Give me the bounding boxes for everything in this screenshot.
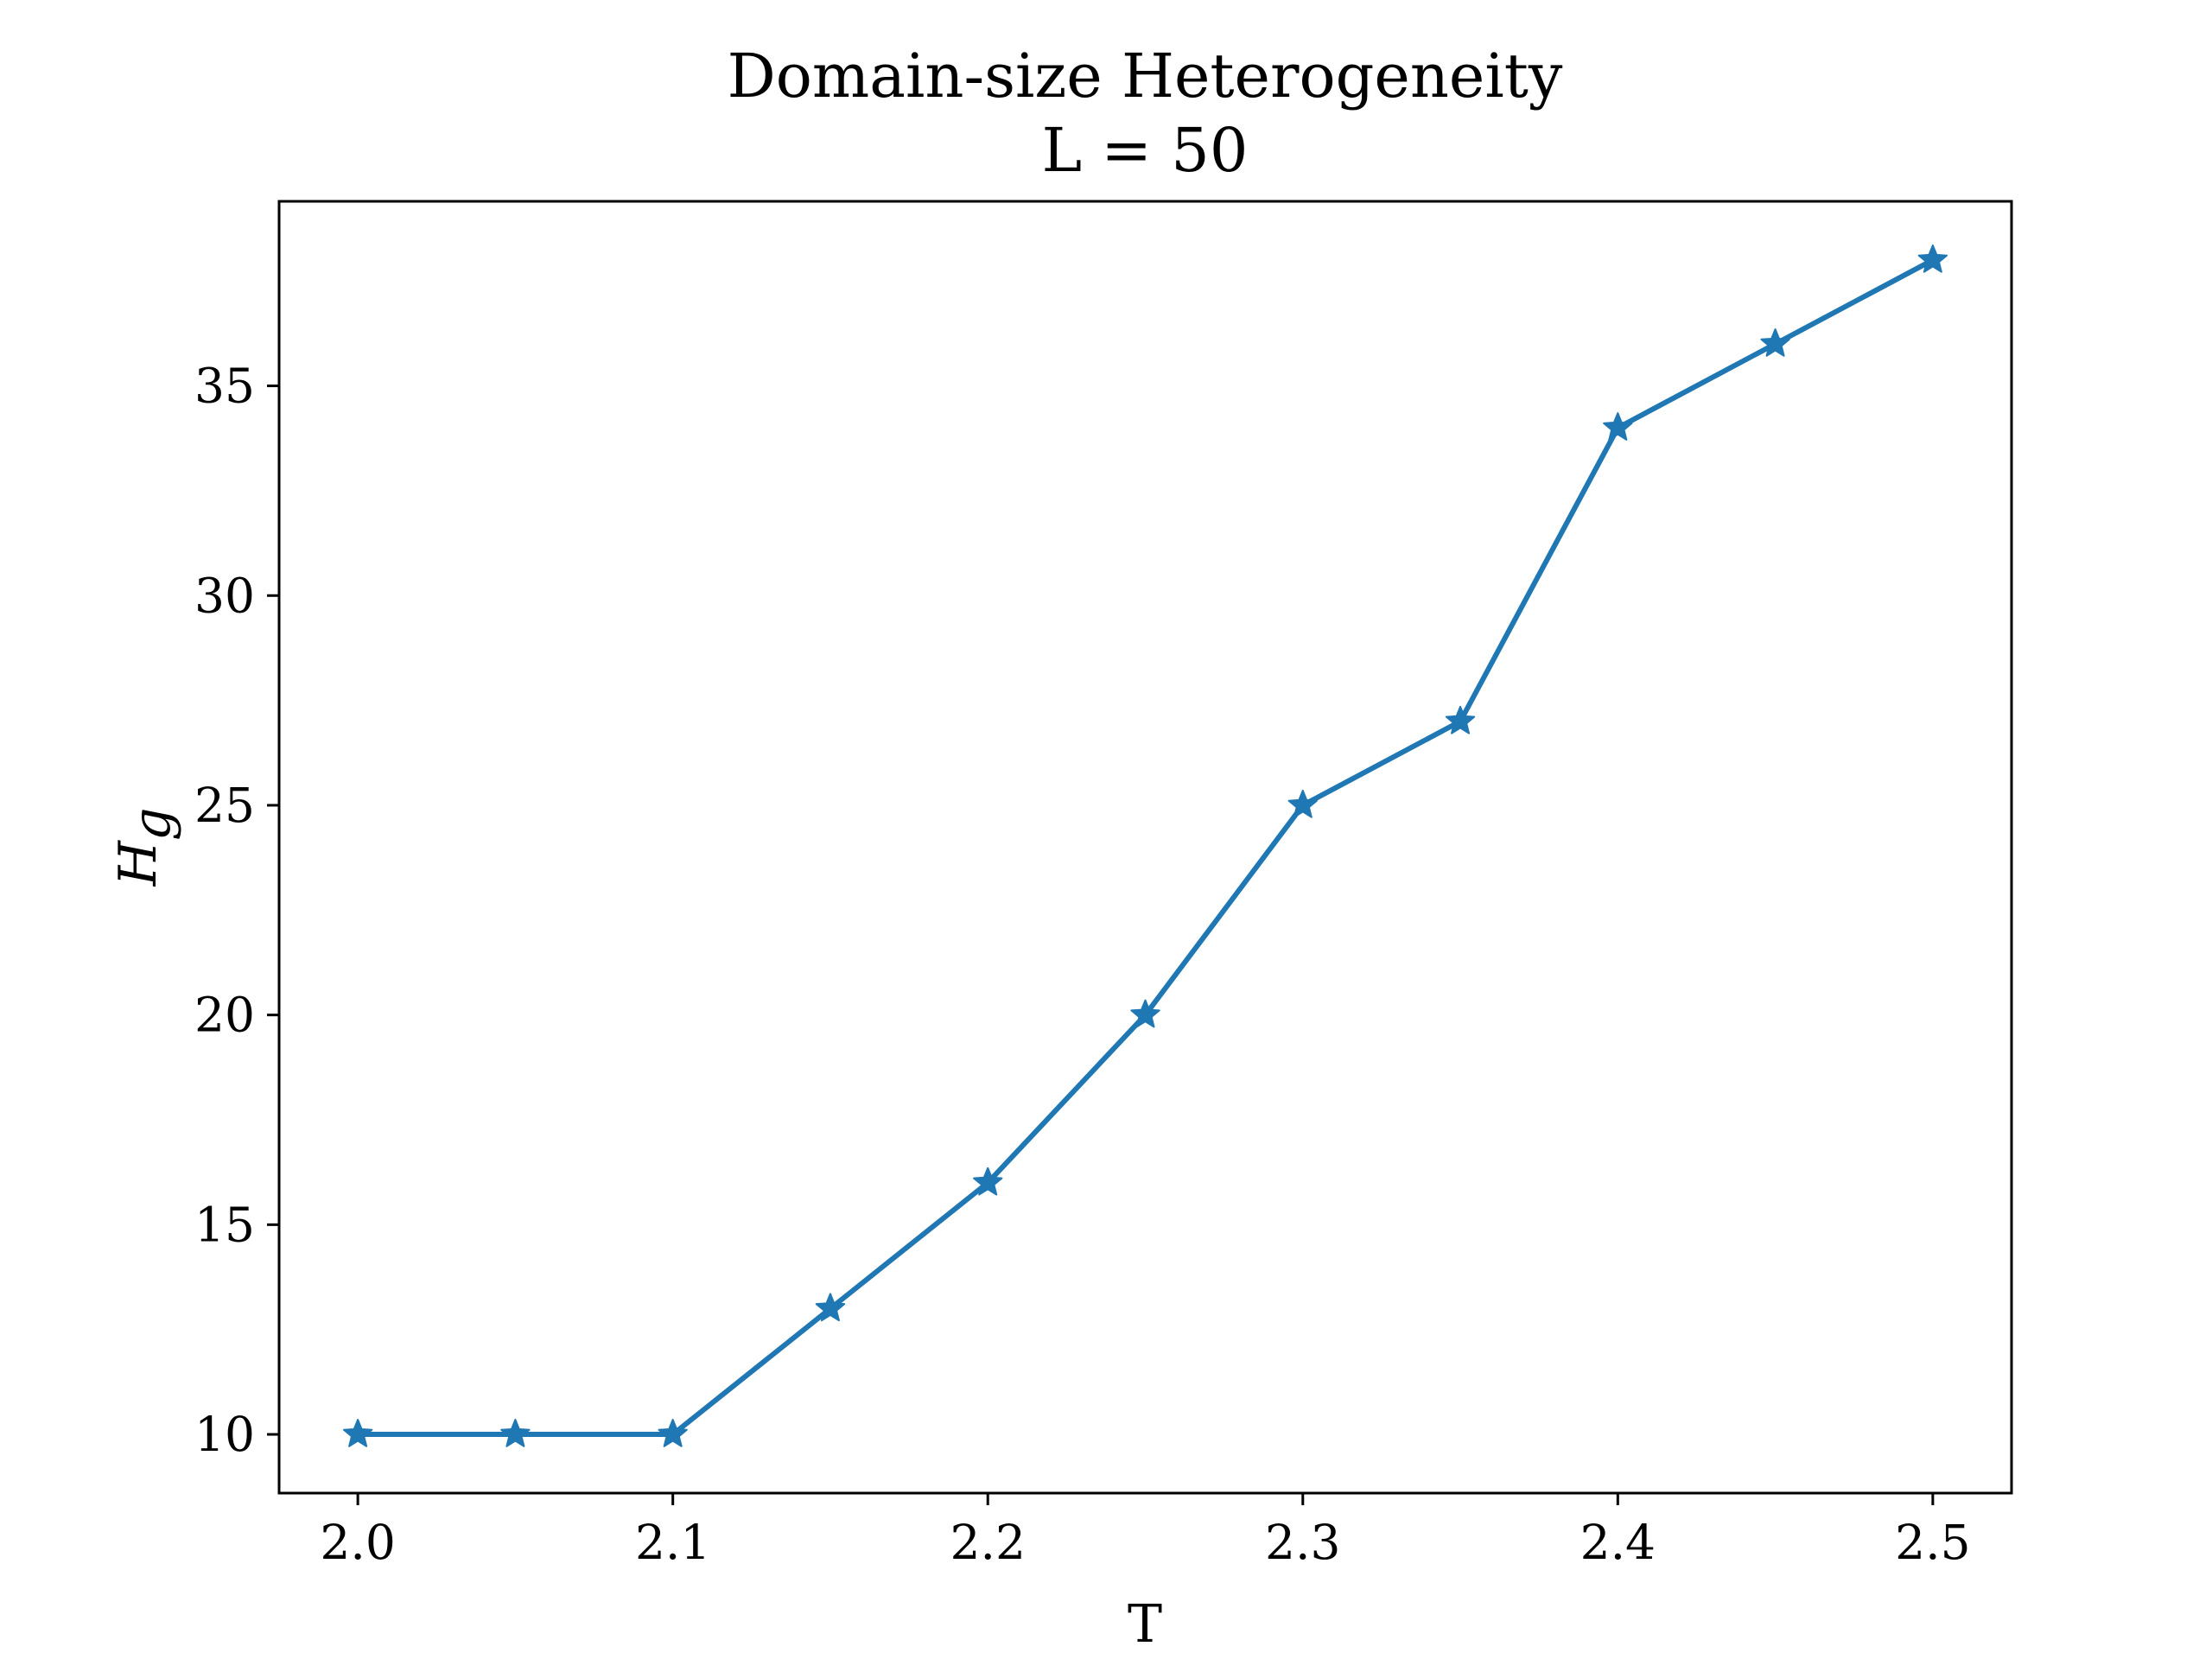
data-point: [815, 1293, 846, 1322]
x-tick-label: 2.3: [1265, 1515, 1340, 1570]
y-tick-label: 10: [194, 1407, 255, 1462]
data-point: [1445, 705, 1476, 734]
y-axis: 10 15 20 25 30 35: [194, 359, 279, 1462]
data-point: [342, 1419, 373, 1447]
x-tick-label: 2.5: [1895, 1515, 1970, 1570]
plot-area: [277, 200, 2013, 1495]
x-axis-label: T: [1128, 1594, 1162, 1655]
y-tick-label: 25: [194, 778, 255, 833]
y-axis-label-subscript: g: [122, 808, 182, 841]
chart-subtitle: L = 50: [1042, 115, 1249, 186]
chart-title: Domain-size Heterogeneity: [728, 41, 1563, 111]
y-axis-label-main: H: [108, 839, 168, 887]
data-point: [658, 1419, 688, 1447]
x-axis: 2.0 2.1 2.2 2.3 2.4 2.5: [320, 1493, 1971, 1570]
data-point: [500, 1419, 531, 1447]
y-tick-label: 30: [194, 568, 255, 623]
series-line: [355, 257, 1936, 1438]
x-tick-label: 2.4: [1580, 1515, 1656, 1570]
data-point: [1130, 999, 1160, 1028]
data-point: [1760, 328, 1790, 357]
x-tick-label: 2.1: [635, 1515, 710, 1570]
data-point: [1603, 412, 1633, 441]
x-tick-label: 2.0: [320, 1515, 395, 1570]
data-point: [1917, 244, 1948, 273]
svg-text:Hg: Hg: [108, 808, 182, 887]
y-tick-label: 35: [194, 359, 255, 414]
data-point: [1287, 789, 1318, 818]
y-axis-label: Hg: [108, 808, 182, 887]
series-layer: [342, 244, 1948, 1447]
y-tick-label: 20: [194, 988, 255, 1043]
data-point: [973, 1166, 1003, 1196]
y-tick-label: 15: [194, 1197, 255, 1252]
x-tick-label: 2.2: [950, 1515, 1025, 1570]
